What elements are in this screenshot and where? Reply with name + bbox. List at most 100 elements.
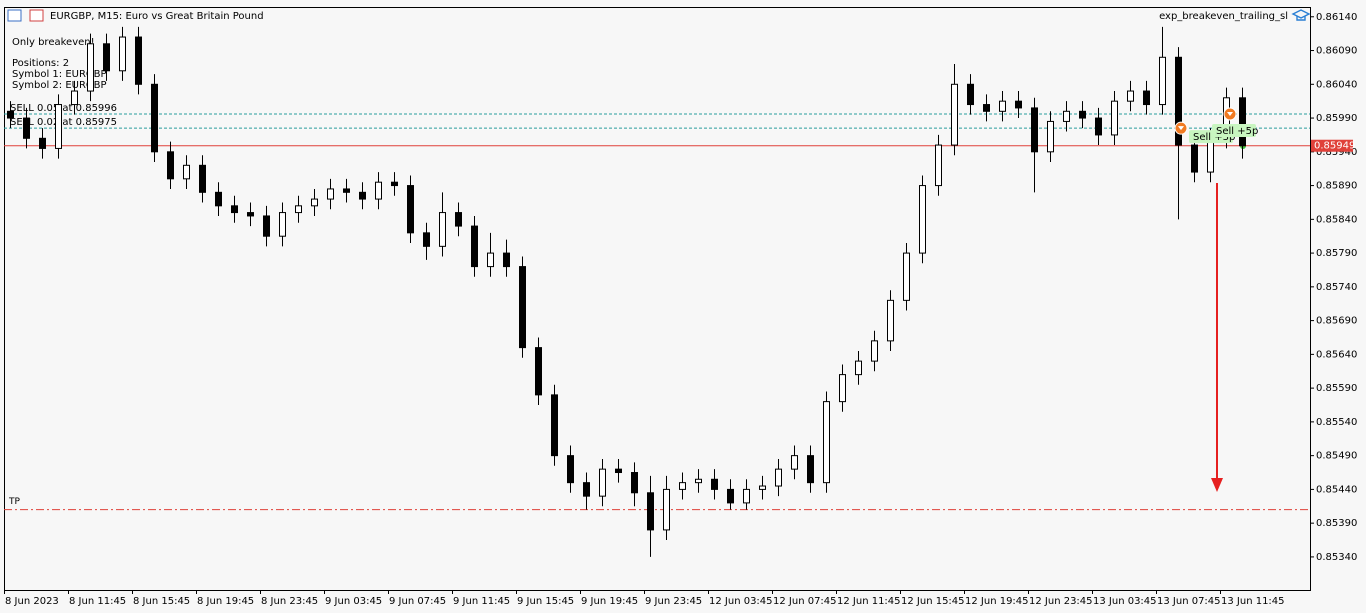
x-tick-label: 9 Jun 15:45 [517,596,574,607]
candle-body [455,212,462,227]
arrow-head [1211,478,1223,492]
candle-body [551,394,558,457]
trade-label: Sell +5p [1216,126,1258,137]
candle-body [1015,100,1022,109]
x-tick-label: 8 Jun 11:45 [69,596,126,607]
candle-body [327,188,334,200]
candle-body [1191,144,1198,173]
current-price-label: 0.85949 [1314,141,1355,152]
candle-body [391,181,398,187]
y-tick-label: 0.85890 [1316,181,1357,192]
candle-body [503,252,510,268]
candles [7,26,1246,557]
candle-body [919,185,926,254]
y-tick-label: 0.85340 [1316,552,1357,563]
candle-body [87,43,94,92]
x-tick-label: 12 Jun 11:45 [837,596,901,607]
candle-body [167,151,174,180]
y-tick-label: 0.85490 [1316,451,1357,462]
app-icons [7,9,44,22]
candle-body [1063,110,1070,122]
y-tick-label: 0.85440 [1316,484,1357,495]
candle-body [119,36,126,72]
candle-body [311,198,318,207]
candle-body [807,455,814,484]
expert-icon [1291,9,1311,21]
candle-body [599,468,606,497]
candle-body [1143,90,1150,106]
candle-body [823,401,830,484]
position-label: SELL 0.05 at 0.85996 [10,103,117,114]
trade-arrow [1227,112,1233,117]
x-tick-label: 9 Jun 03:45 [325,596,382,607]
x-tick-label: 12 Jun 07:45 [773,596,837,607]
y-tick-label: 0.85590 [1316,383,1357,394]
candle-body [23,117,30,139]
x-tick-label: 12 Jun 03:45 [709,596,773,607]
tp-label: TP [8,497,20,507]
candle-body [679,482,686,490]
candle-body [151,83,158,153]
candle-body [1095,117,1102,136]
position-label: SELL 0.02 at 0.85975 [10,117,117,128]
x-tick-label: 12 Jun 23:45 [1029,596,1093,607]
candle-body [855,360,862,376]
x-tick-label: 8 Jun 23:45 [261,596,318,607]
candle-body [1031,107,1038,153]
candle-body [471,225,478,268]
x-tick-label: 12 Jun 15:45 [901,596,965,607]
x-tick-label: 13 Jun 07:45 [1157,596,1221,607]
candle-body [199,164,206,193]
candle-body [951,83,958,146]
candle-body [183,164,190,180]
candle-body [999,100,1006,112]
candle-body [631,472,638,494]
candle-body [967,83,974,106]
y-tick-label: 0.85640 [1316,349,1357,360]
trade-label-box [1212,124,1256,138]
candle-body [263,215,270,237]
candle-body [1047,120,1054,153]
candle-body [887,299,894,342]
x-tick-label: 8 Jun 2023 [5,596,59,607]
y-tick-label: 0.85840 [1316,214,1357,225]
candle-body [535,347,542,396]
y-tick-label: 0.85740 [1316,282,1357,293]
y-tick-label: 0.85690 [1316,316,1357,327]
candle-body [791,455,798,470]
expert-name: exp_breakeven_trailing_sl [1159,11,1288,22]
candle-body [231,205,238,214]
x-tick-label: 13 Jun 11:45 [1221,596,1285,607]
y-tick-label: 0.85790 [1316,248,1357,259]
candle-body [695,478,702,484]
candle-body [247,212,254,217]
candle-body [359,191,366,200]
info-text: Only breakeven! [12,37,95,48]
candle-body [839,374,846,403]
x-tick-label: 8 Jun 15:45 [133,596,190,607]
x-tick-label: 9 Jun 19:45 [581,596,638,607]
candle-body [55,104,62,149]
icon [7,9,22,22]
candle-body [903,252,910,301]
candle-body [39,137,46,149]
chart-title: EURGBP, M15: Euro vs Great Britain Pound [50,11,264,22]
candle-body [135,36,142,85]
candle-body [375,181,382,200]
trade-label: Sell +3p [1193,132,1235,143]
candle-body [519,266,526,349]
candle-body [1239,97,1246,147]
y-tick-label: 0.86140 [1316,12,1357,23]
candle-body [583,482,590,497]
candle-body [439,212,446,247]
info-text: Positions: 2 [12,58,69,69]
y-tick-label: 0.85990 [1316,113,1357,124]
x-tick-label: 12 Jun 19:45 [965,596,1029,607]
y-tick-label: 0.86040 [1316,79,1357,90]
candle-body [1111,100,1118,136]
info-text: Symbol 2: EURGBP [12,80,107,91]
candle-body [935,144,942,187]
icon [29,9,44,22]
